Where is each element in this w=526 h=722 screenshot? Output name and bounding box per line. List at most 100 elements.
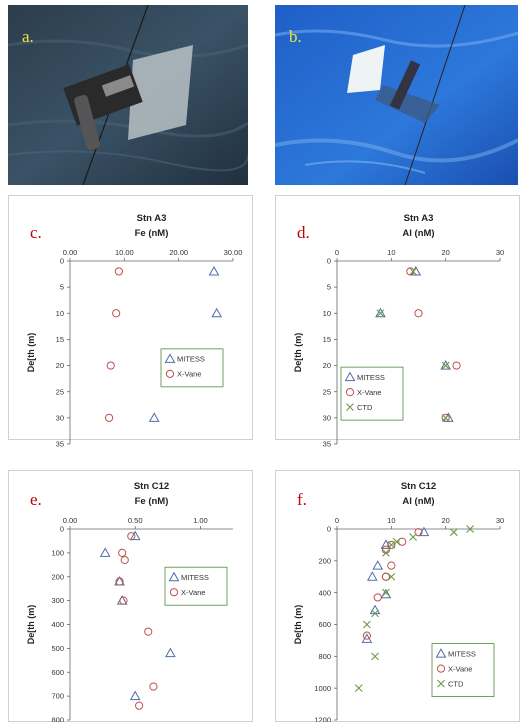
chart-d-svg: Stn A3 Al (nM) De[th (m) 0 10 20 30 0 5 10 15 20 25 3… [275, 195, 520, 449]
data-point-xvane [381, 572, 391, 581]
x-tick-label: 20 [441, 516, 449, 525]
data-point-xvane [144, 627, 153, 636]
data-point-ctd [392, 537, 401, 546]
data-point-xvane [387, 540, 396, 550]
panel-letter-c: c. [30, 223, 42, 242]
y-tick-label: 35 [323, 440, 331, 449]
x-tick-label: 10 [387, 516, 395, 525]
chart-title: Stn C12 [134, 481, 169, 492]
data-point-mitess [165, 647, 176, 658]
y-axis-label: De[th (m) [293, 605, 303, 645]
y-tick-label: 0 [60, 525, 64, 534]
y-tick-label: 1200 [314, 716, 331, 722]
data-point-ctd [409, 533, 417, 541]
y-tick-label: 20 [56, 361, 64, 370]
x-tick-label: 0.00 [63, 248, 78, 257]
legend-marker [344, 371, 356, 382]
panel-letter-a: a. [22, 27, 34, 46]
legend-box [164, 566, 228, 606]
x-tick-label: 20.00 [169, 248, 188, 257]
data-point-mitess [211, 307, 223, 318]
x-axis-label: Fe (nM) [135, 496, 169, 507]
panel-letter-f: f. [297, 490, 307, 509]
chart-e-fe-stn-c12: Stn C12 Fe (nM) De[th (m) 0.00 0.50 1.00 0 100 2… [8, 470, 253, 722]
y-tick-label: 15 [56, 335, 64, 344]
chart-d-al-stn-a3: Stn A3 Al (nM) De[th (m) 0 10 20 30 0 5 10 15 20 25 3… [275, 195, 520, 449]
data-point-xvane [106, 361, 115, 370]
y-tick-label: 700 [51, 692, 64, 701]
data-point-mitess [375, 307, 386, 318]
data-point-ctd [376, 309, 385, 318]
chart-c-fe-stn-a3: Stn A3 Fe (nM) De[th (m) 0.00 10.00 20.00 30.0… [8, 195, 253, 449]
legend-marker [435, 648, 447, 658]
data-point-xvane [398, 537, 407, 546]
x-axis-label: Al (nM) [402, 496, 434, 507]
data-point-xvane [105, 413, 114, 422]
chart-e-svg: Stn C12 Fe (nM) De[th (m) 0.00 0.50 1.00 0 100 2… [8, 470, 253, 722]
data-point-ctd [354, 684, 363, 693]
x-tick-label: 0.00 [63, 516, 78, 525]
y-tick-label: 400 [51, 620, 64, 629]
y-tick-label: 800 [318, 652, 331, 661]
x-tick-label: 10 [387, 248, 395, 257]
chart-title: Stn C12 [401, 481, 436, 492]
y-tick-label: 30 [56, 413, 64, 422]
data-point-ctd [466, 525, 475, 533]
data-point-ctd [382, 548, 390, 557]
y-tick-label: 5 [60, 283, 64, 292]
y-axis-label: De[th (m) [26, 605, 36, 645]
chart-frame [8, 195, 253, 440]
legend-label: X-Vane [181, 588, 205, 597]
y-tick-label: 200 [318, 556, 331, 565]
data-point-xvane [135, 701, 144, 710]
x-tick-label: 30 [496, 516, 504, 525]
y-tick-label: 25 [323, 387, 331, 396]
y-axis-label: De[th (m) [293, 333, 303, 373]
y-tick-label: 35 [56, 440, 64, 449]
data-point-ctd [362, 620, 371, 629]
data-point-xvane [387, 561, 396, 570]
legend-marker [169, 588, 179, 597]
x-tick-label: 30 [496, 248, 504, 257]
legend-label: MITESS [448, 649, 476, 658]
chart-title: Stn A3 [404, 213, 434, 224]
x-tick-label: 20 [441, 248, 449, 257]
y-tick-label: 10 [56, 309, 64, 318]
legend-label: X-Vane [448, 664, 472, 673]
legend-label: MITESS [177, 355, 205, 364]
legend-label: CTD [448, 679, 464, 688]
data-point-xvane [414, 528, 423, 537]
y-tick-label: 100 [51, 548, 64, 557]
data-point-mitess [129, 530, 141, 541]
legend-label: CTD [357, 403, 373, 412]
panel-letter-d: d. [297, 223, 310, 242]
data-point-ctd [387, 541, 396, 549]
y-tick-label: 20 [323, 361, 331, 370]
data-point-mitess [366, 571, 378, 581]
y-tick-label: 5 [327, 283, 331, 292]
data-point-ctd [371, 609, 379, 618]
x-tick-label: 0 [335, 516, 339, 525]
legend-label: MITESS [357, 373, 385, 382]
legend-label: X-Vane [357, 388, 381, 397]
data-point-xvane [115, 577, 124, 586]
photo-mitess-image [8, 5, 248, 185]
y-tick-label: 0 [60, 257, 64, 266]
data-point-xvane [114, 267, 124, 276]
data-point-ctd [382, 588, 390, 597]
legend-box [160, 348, 224, 388]
data-point-xvane [373, 593, 382, 602]
data-point-xvane [127, 532, 136, 541]
photo-mitess-sampler: a. [8, 5, 248, 185]
data-point-ctd [441, 361, 450, 370]
data-point-ctd [441, 413, 450, 422]
legend-marker [437, 679, 445, 688]
data-point-ctd [387, 572, 396, 581]
y-tick-label: 30 [323, 413, 331, 422]
x-tick-label: 0.50 [128, 516, 143, 525]
data-point-xvane [362, 631, 371, 640]
data-point-xvane [406, 267, 415, 276]
y-tick-label: 500 [51, 644, 64, 653]
data-point-xvane [452, 361, 461, 370]
y-tick-label: 300 [51, 596, 64, 605]
